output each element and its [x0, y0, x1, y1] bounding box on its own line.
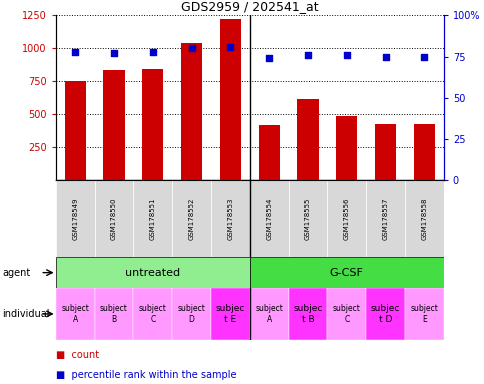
- Bar: [374, 124, 395, 180]
- Bar: [327, 288, 365, 340]
- Bar: [219, 19, 241, 180]
- Text: ■  count: ■ count: [56, 350, 99, 360]
- Text: GSM178549: GSM178549: [72, 198, 78, 240]
- Text: GSM178552: GSM178552: [188, 198, 194, 240]
- Point: [71, 49, 79, 55]
- Text: subject
A: subject A: [255, 304, 283, 324]
- Bar: [327, 180, 365, 257]
- Title: GDS2959 / 202541_at: GDS2959 / 202541_at: [181, 0, 318, 13]
- Bar: [249, 180, 288, 257]
- Bar: [249, 257, 443, 288]
- Point: [187, 45, 195, 51]
- Bar: [249, 288, 288, 340]
- Text: subjec
t B: subjec t B: [293, 304, 322, 324]
- Bar: [404, 288, 443, 340]
- Text: subjec
t E: subjec t E: [215, 304, 244, 324]
- Bar: [56, 180, 94, 257]
- Bar: [94, 288, 133, 340]
- Text: subject
E: subject E: [409, 304, 438, 324]
- Bar: [133, 288, 172, 340]
- Text: agent: agent: [2, 268, 30, 278]
- Bar: [404, 180, 443, 257]
- Point: [342, 52, 350, 58]
- Bar: [288, 180, 327, 257]
- Text: GSM178557: GSM178557: [382, 198, 388, 240]
- Point: [265, 55, 272, 61]
- Bar: [133, 180, 172, 257]
- Bar: [413, 124, 434, 180]
- Text: GSM178556: GSM178556: [343, 198, 349, 240]
- Point: [381, 53, 389, 60]
- Text: subject
A: subject A: [61, 304, 89, 324]
- Text: GSM178553: GSM178553: [227, 198, 233, 240]
- Text: GSM178554: GSM178554: [266, 198, 272, 240]
- Point: [420, 53, 427, 60]
- Bar: [142, 69, 163, 180]
- Text: subject
C: subject C: [138, 304, 166, 324]
- Bar: [258, 125, 279, 180]
- Text: subjec
t D: subjec t D: [370, 304, 399, 324]
- Text: ■  percentile rank within the sample: ■ percentile rank within the sample: [56, 370, 236, 380]
- Bar: [103, 70, 124, 180]
- Text: individual: individual: [2, 309, 50, 319]
- Bar: [56, 288, 94, 340]
- Bar: [172, 180, 211, 257]
- Bar: [335, 116, 357, 180]
- Text: subject
C: subject C: [332, 304, 360, 324]
- Bar: [297, 99, 318, 180]
- Bar: [56, 257, 249, 288]
- Bar: [181, 43, 202, 180]
- Point: [226, 44, 234, 50]
- Bar: [64, 81, 86, 180]
- Text: G-CSF: G-CSF: [329, 268, 363, 278]
- Text: GSM178551: GSM178551: [150, 198, 155, 240]
- Bar: [211, 180, 249, 257]
- Text: untreated: untreated: [125, 268, 180, 278]
- Bar: [365, 288, 404, 340]
- Bar: [211, 288, 249, 340]
- Point: [110, 50, 118, 56]
- Bar: [365, 180, 404, 257]
- Bar: [288, 288, 327, 340]
- Text: GSM178555: GSM178555: [304, 198, 310, 240]
- Point: [149, 49, 156, 55]
- Point: [303, 52, 311, 58]
- Text: subject
D: subject D: [177, 304, 205, 324]
- Text: subject
B: subject B: [100, 304, 128, 324]
- Bar: [172, 288, 211, 340]
- Text: GSM178550: GSM178550: [111, 198, 117, 240]
- Text: GSM178558: GSM178558: [421, 198, 426, 240]
- Bar: [94, 180, 133, 257]
